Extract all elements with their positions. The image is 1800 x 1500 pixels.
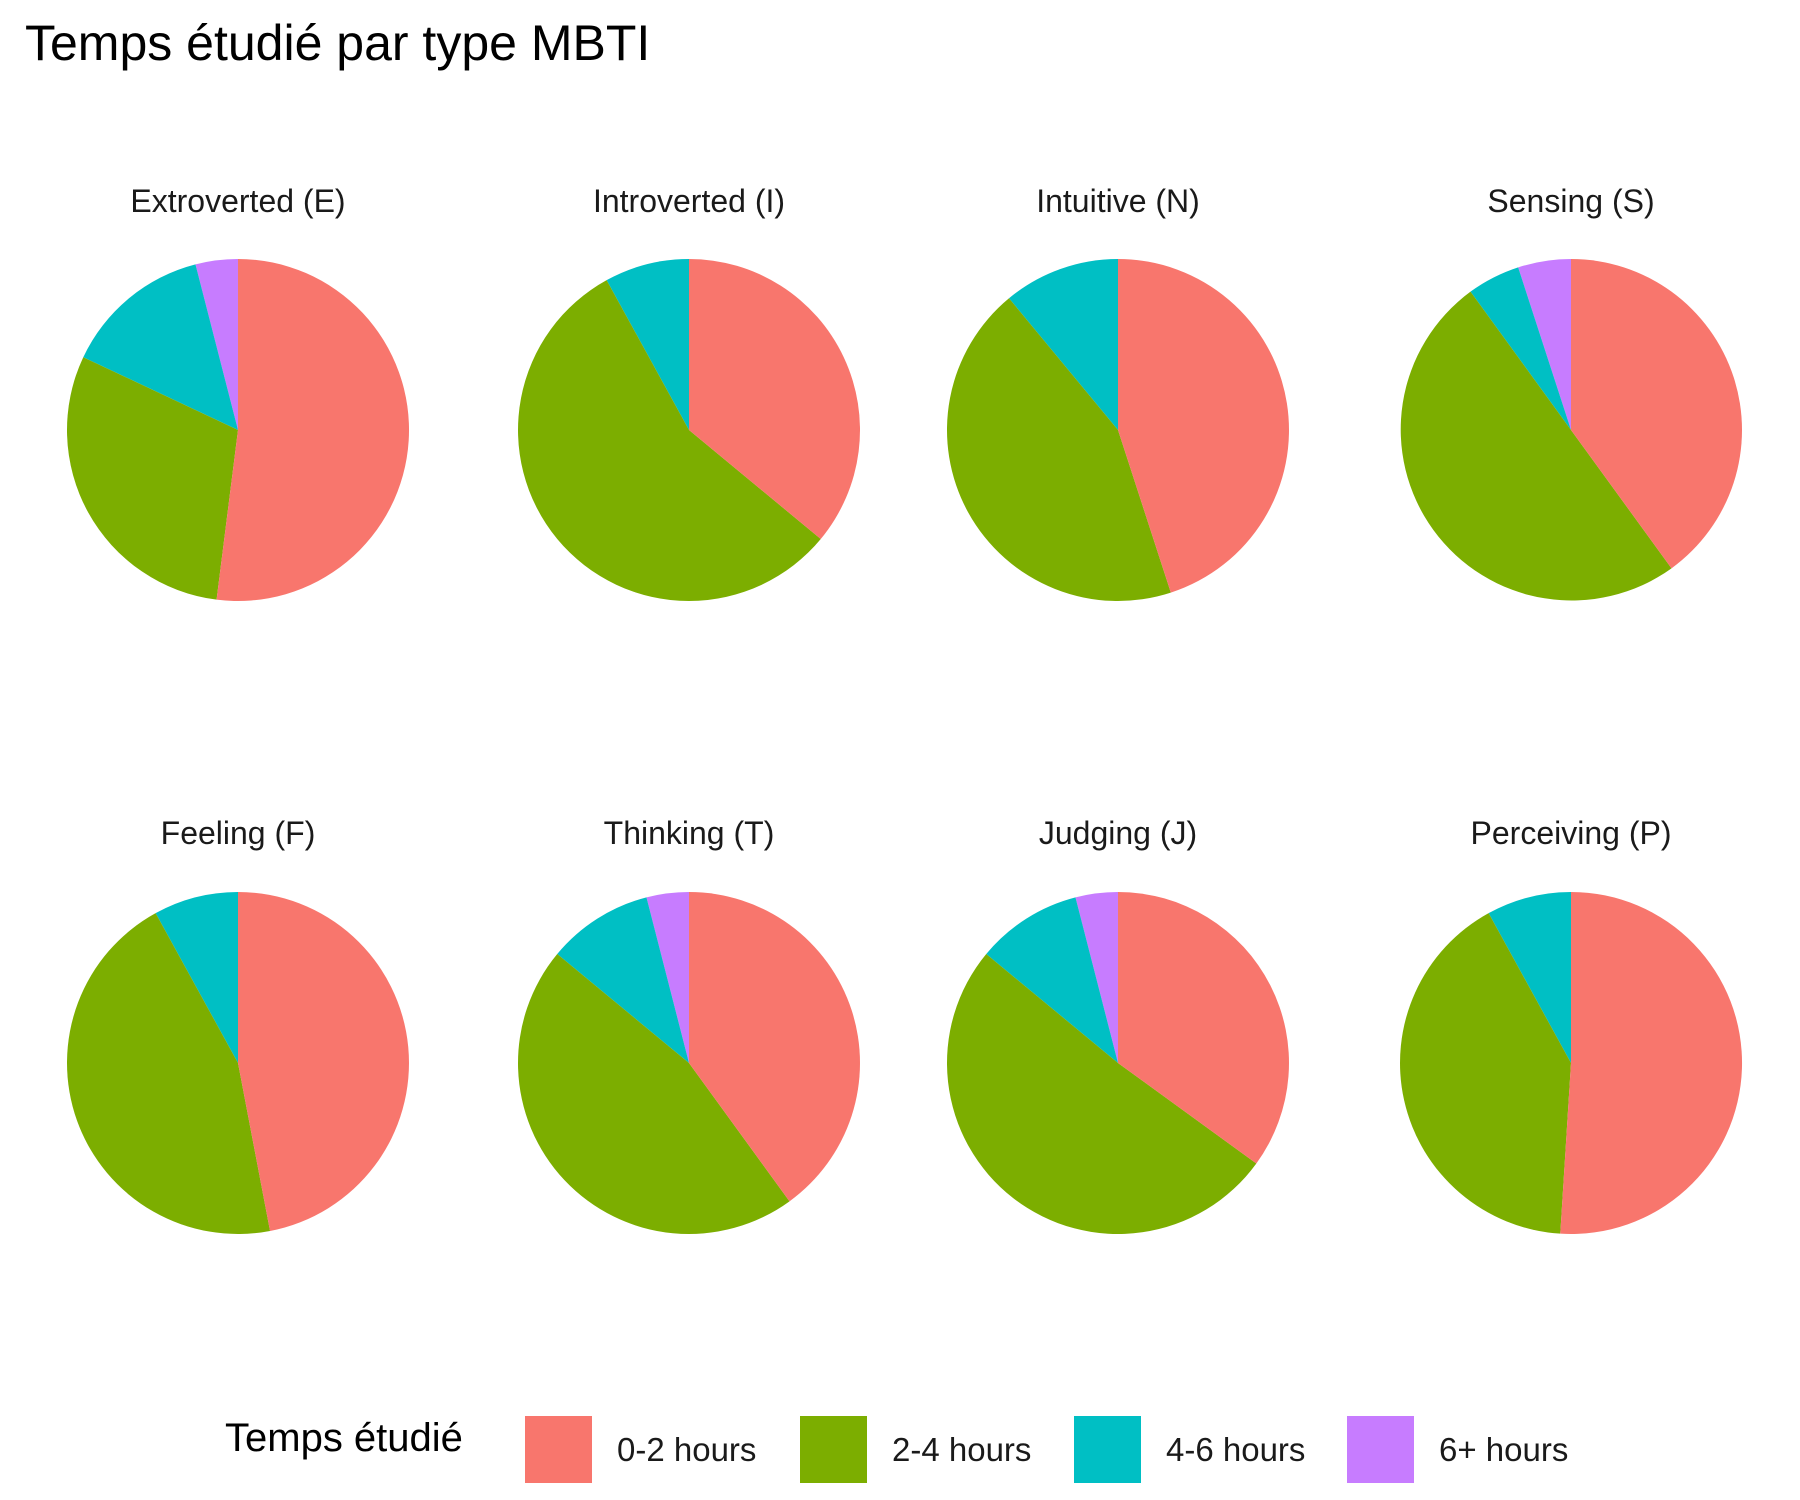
pie-slice-0-2-hours bbox=[689, 259, 861, 539]
legend-title: Temps étudié bbox=[225, 1416, 463, 1460]
facet-label: Feeling (F) bbox=[161, 815, 316, 851]
pie-slice-4-6-hours bbox=[1488, 891, 1571, 1063]
facet-label: Intuitive (N) bbox=[1036, 183, 1200, 219]
pie-slice-4-6-hours bbox=[1470, 267, 1571, 430]
chart-title: Temps étudié par type MBTI bbox=[25, 15, 651, 71]
pie-slice-6-hours bbox=[646, 892, 689, 1063]
pie-panel-perceiving-p: Perceiving (P) bbox=[1400, 815, 1743, 1234]
legend: Temps étudié 0-2 hours 2-4 hours 4-6 hours 6… bbox=[225, 1416, 1568, 1483]
pie-slice-2-4-hours bbox=[517, 954, 790, 1234]
pie-panel-extroverted-e: Extroverted (E) bbox=[66, 183, 410, 602]
pie-panel-intuitive-n: Intuitive (N) bbox=[946, 183, 1289, 601]
pie-slice-0-2-hours bbox=[1118, 892, 1289, 1164]
pie-slice-2-4-hours bbox=[518, 280, 821, 601]
pie-panel-feeling-f: Feeling (F) bbox=[67, 815, 409, 1234]
facet-label: Perceiving (P) bbox=[1471, 815, 1672, 851]
legend-label: 0-2 hours bbox=[617, 1431, 756, 1468]
facet-label: Thinking (T) bbox=[604, 815, 775, 851]
pie-slice-0-2-hours bbox=[1571, 259, 1742, 569]
legend-key bbox=[525, 1416, 592, 1483]
pie-slice-2-4-hours bbox=[946, 298, 1171, 601]
pie-slice-6-hours bbox=[195, 258, 238, 430]
pie-slice-0-2-hours bbox=[1118, 259, 1289, 593]
legend-label: 4-6 hours bbox=[1166, 1431, 1305, 1468]
pie-slice-4-6-hours bbox=[83, 264, 239, 430]
pie-slice-4-6-hours bbox=[155, 891, 238, 1063]
pie-slice-6-hours bbox=[1075, 892, 1118, 1063]
legend-item-4-6-hours: 4-6 hours bbox=[1074, 1416, 1305, 1483]
legend-item-6-hours: 6+ hours bbox=[1347, 1416, 1568, 1483]
legend-key bbox=[800, 1416, 867, 1483]
pie-slice-0-2-hours bbox=[238, 892, 409, 1231]
pie-slice-4-6-hours bbox=[986, 897, 1118, 1063]
pie-panel-sensing-s: Sensing (S) bbox=[1400, 183, 1742, 601]
pie-slice-4-6-hours bbox=[1009, 259, 1118, 430]
pie-slice-0-2-hours bbox=[216, 259, 410, 602]
pie-panel-judging-j: Judging (J) bbox=[946, 815, 1289, 1235]
legend-item-0-2-hours: 0-2 hours bbox=[525, 1416, 756, 1483]
pie-slice-2-4-hours bbox=[67, 913, 271, 1234]
legend-key bbox=[1347, 1416, 1414, 1483]
pie-slice-4-6-hours bbox=[557, 897, 689, 1063]
facet-label: Extroverted (E) bbox=[130, 183, 345, 219]
pie-slice-2-4-hours bbox=[946, 954, 1257, 1235]
facet-label: Sensing (S) bbox=[1487, 183, 1654, 219]
facet-label: Judging (J) bbox=[1039, 815, 1197, 851]
pie-panel-thinking-t: Thinking (T) bbox=[517, 815, 860, 1234]
pie-slice-6-hours bbox=[1518, 259, 1571, 430]
pie-slice-2-4-hours bbox=[1400, 291, 1672, 601]
legend-label: 2-4 hours bbox=[892, 1431, 1031, 1468]
legend-item-2-4-hours: 2-4 hours bbox=[800, 1416, 1031, 1483]
pie-slice-0-2-hours bbox=[689, 892, 860, 1202]
pie-slice-2-4-hours bbox=[1400, 913, 1571, 1234]
pie-slice-4-6-hours bbox=[606, 259, 689, 430]
facet-label: Introverted (I) bbox=[593, 183, 785, 219]
pie-slice-2-4-hours bbox=[66, 357, 239, 600]
pie-slice-0-2-hours bbox=[1560, 892, 1743, 1234]
pie-panel-introverted-i: Introverted (I) bbox=[518, 183, 861, 601]
legend-key bbox=[1074, 1416, 1141, 1483]
legend-label: 6+ hours bbox=[1439, 1431, 1568, 1468]
